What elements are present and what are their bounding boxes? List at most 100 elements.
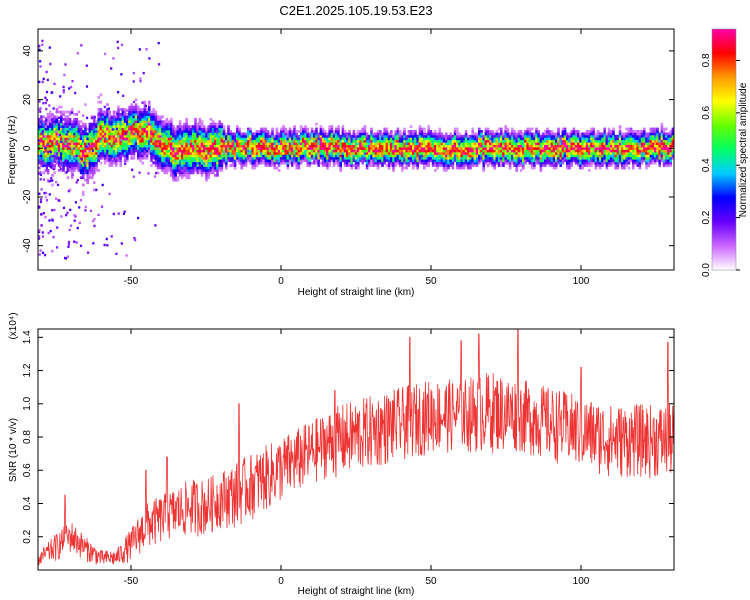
spectrogram-cell bbox=[478, 130, 481, 133]
spectrogram-cell bbox=[110, 132, 114, 136]
spectrogram-cell bbox=[198, 149, 202, 153]
spectrogram-cell bbox=[636, 159, 639, 163]
spectrogram-cell bbox=[330, 147, 334, 150]
spectrogram-cell bbox=[341, 132, 345, 136]
spectrogram-cell bbox=[654, 142, 657, 145]
spectrogram-cell bbox=[203, 130, 206, 133]
spectrogram-cell bbox=[475, 132, 479, 136]
spectrogram-cell bbox=[339, 142, 342, 145]
spectrogram-cell bbox=[88, 137, 92, 141]
spectrogram-cell bbox=[90, 164, 94, 167]
spectrogram-cell bbox=[607, 139, 611, 143]
spectrogram-cell bbox=[502, 134, 505, 138]
spectrogram-cell bbox=[387, 156, 391, 160]
spectrogram-cell bbox=[165, 122, 169, 126]
spectrogram-cell bbox=[660, 142, 664, 145]
spectrogram-cell bbox=[209, 171, 213, 175]
spectrogram-cell bbox=[185, 173, 188, 177]
spectrogram-cell bbox=[310, 144, 314, 148]
spectrogram-cell bbox=[167, 156, 171, 160]
spectrogram-cell bbox=[328, 154, 331, 158]
spectrogram-cell bbox=[110, 164, 114, 167]
spectrogram-cell bbox=[185, 176, 188, 180]
spectrogram-cell bbox=[440, 159, 444, 163]
spectrogram-cell bbox=[51, 139, 54, 143]
spectrogram-cell bbox=[143, 113, 147, 116]
spectrogram-cell bbox=[352, 132, 356, 136]
spectrogram-cell bbox=[625, 164, 628, 167]
spectrogram-cell bbox=[299, 159, 303, 163]
spectrogram-cell bbox=[110, 137, 114, 141]
spectrogram-cell bbox=[480, 159, 483, 163]
spectrogram-cell bbox=[172, 152, 175, 155]
spectrogram-cell bbox=[222, 134, 226, 138]
spectrogram-cell bbox=[75, 130, 78, 133]
spectrogram-cell bbox=[420, 159, 424, 163]
spectrogram-cell bbox=[119, 149, 122, 153]
spectrogram-cell bbox=[64, 164, 67, 167]
spectrogram-cell bbox=[46, 152, 50, 155]
spectrogram-cell bbox=[119, 152, 122, 155]
spectrogram-cell bbox=[174, 164, 177, 167]
spectrogram-cell bbox=[282, 152, 285, 155]
spectrogram-cell bbox=[634, 139, 637, 143]
spectrogram-cell bbox=[148, 144, 151, 148]
spectrogram-cell bbox=[167, 164, 171, 167]
spectrogram-cell bbox=[203, 142, 206, 145]
spectrogram-cell bbox=[236, 139, 239, 143]
spectrogram-cell bbox=[662, 142, 666, 145]
spectrogram-cell bbox=[436, 144, 439, 148]
spectrogram-cell bbox=[645, 149, 648, 153]
spectrogram-cell bbox=[471, 132, 474, 136]
spectrogram-cell bbox=[313, 161, 316, 165]
spectrogram-cell bbox=[93, 169, 96, 172]
spectrogram-cell bbox=[667, 152, 670, 155]
spectrogram-cell bbox=[379, 154, 382, 158]
spectrogram-cell bbox=[535, 161, 538, 165]
spectrogram-cell bbox=[495, 144, 499, 148]
spectrogram-cell bbox=[603, 132, 606, 136]
spectrogram-cell bbox=[458, 156, 461, 160]
spectrogram-cell bbox=[416, 166, 419, 170]
spectrogram-cell bbox=[117, 137, 120, 141]
spectrogram-cell bbox=[225, 161, 228, 165]
spectrogram-cell bbox=[610, 132, 613, 136]
spectrogram-cell bbox=[451, 142, 455, 145]
spectrogram-cell bbox=[262, 147, 265, 150]
spectrogram-cell bbox=[627, 142, 631, 145]
spectrogram-cell bbox=[66, 120, 70, 124]
spectrogram-cell bbox=[502, 147, 505, 150]
spectrogram-cell bbox=[341, 139, 345, 143]
spectrogram-cell bbox=[460, 164, 463, 167]
spectrogram-cell bbox=[361, 154, 364, 158]
spectrogram-cell bbox=[359, 144, 362, 148]
spectrogram-cell bbox=[555, 147, 558, 150]
spectrogram-cell bbox=[121, 137, 125, 141]
spectrogram-cell bbox=[161, 125, 164, 128]
spectrogram-cell bbox=[489, 159, 492, 163]
spectrogram-cell bbox=[665, 139, 668, 143]
spectrogram-cell bbox=[548, 139, 551, 143]
spectrogram-cell bbox=[93, 142, 96, 145]
spectrogram-cell bbox=[75, 139, 78, 143]
spectrogram-cell bbox=[108, 113, 111, 116]
spectrogram-cell bbox=[332, 164, 336, 167]
spectrogram-cell bbox=[442, 137, 446, 141]
spectrogram-cell bbox=[513, 130, 516, 133]
spectrogram-cell bbox=[288, 144, 292, 148]
spectrogram-cell bbox=[156, 127, 160, 131]
spectrogram-cell bbox=[420, 154, 424, 158]
spectrogram-cell bbox=[216, 166, 219, 170]
spectrogram-cell bbox=[211, 134, 215, 138]
spectrogram-cell bbox=[297, 164, 301, 167]
spectrogram-cell bbox=[359, 159, 362, 163]
spectrogram-cell bbox=[581, 144, 584, 148]
spectrogram-cell bbox=[440, 144, 444, 148]
spectrogram-cell bbox=[407, 147, 411, 150]
spectrogram-cell bbox=[574, 152, 578, 155]
spectrogram-cell bbox=[519, 137, 523, 141]
spectrogram-cell bbox=[95, 130, 98, 133]
spectrogram-cell bbox=[145, 142, 149, 145]
spectrogram-cell bbox=[207, 127, 210, 131]
spectrogram-cell bbox=[77, 154, 81, 158]
